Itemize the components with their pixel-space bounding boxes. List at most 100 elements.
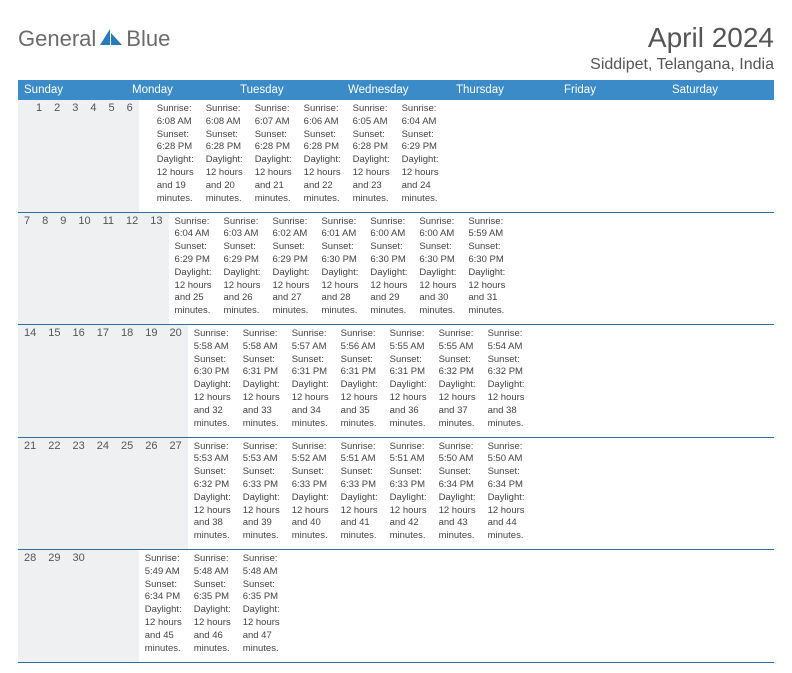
daylight-text: Daylight: 12 hours and 43 minutes. xyxy=(439,492,476,543)
detail-row: Sunrise: 6:08 AMSunset: 6:28 PMDaylight:… xyxy=(139,100,445,212)
day-number: 18 xyxy=(115,325,139,437)
day-number xyxy=(115,550,127,662)
day-number: 21 xyxy=(18,438,42,550)
day-detail: Sunrise: 6:06 AMSunset: 6:28 PMDaylight:… xyxy=(298,100,347,212)
logo-sail-icon xyxy=(100,29,122,50)
sunset-text: Sunset: 6:31 PM xyxy=(341,354,378,380)
day-number: 15 xyxy=(42,325,66,437)
sunrise-text: Sunrise: 6:06 AM xyxy=(304,103,341,129)
day-number: 3 xyxy=(66,100,84,212)
daylight-text: Daylight: 12 hours and 39 minutes. xyxy=(243,492,280,543)
sunset-text: Sunset: 6:35 PM xyxy=(194,579,231,605)
detail-row: Sunrise: 5:53 AMSunset: 6:32 PMDaylight:… xyxy=(188,438,531,550)
sunrise-text: Sunrise: 6:01 AM xyxy=(321,216,358,242)
day-number: 23 xyxy=(67,438,91,550)
sunset-text: Sunset: 6:29 PM xyxy=(402,129,439,155)
daylight-text: Daylight: 12 hours and 23 minutes. xyxy=(353,154,390,205)
sunset-text: Sunset: 6:32 PM xyxy=(488,354,525,380)
day-detail xyxy=(322,550,334,662)
detail-row: Sunrise: 6:04 AMSunset: 6:29 PMDaylight:… xyxy=(169,213,512,325)
sunset-text: Sunset: 6:29 PM xyxy=(272,241,309,267)
day-detail: Sunrise: 5:55 AMSunset: 6:31 PMDaylight:… xyxy=(384,325,433,437)
day-detail: Sunrise: 5:50 AMSunset: 6:34 PMDaylight:… xyxy=(482,438,531,550)
day-detail: Sunrise: 5:48 AMSunset: 6:35 PMDaylight:… xyxy=(188,550,237,662)
sunset-text: Sunset: 6:29 PM xyxy=(224,241,261,267)
sunset-text: Sunset: 6:34 PM xyxy=(488,466,525,492)
daylight-text: Daylight: 12 hours and 27 minutes. xyxy=(272,267,309,318)
day-detail xyxy=(298,550,310,662)
week-row: 14151617181920Sunrise: 5:58 AMSunset: 6:… xyxy=(18,325,774,438)
daynum-row: 21222324252627 xyxy=(18,438,188,550)
location-label: Siddipet, Telangana, India xyxy=(590,56,774,74)
sunset-text: Sunset: 6:28 PM xyxy=(206,129,243,155)
daylight-text: Daylight: 12 hours and 21 minutes. xyxy=(255,154,292,205)
day-detail: Sunrise: 5:59 AMSunset: 6:30 PMDaylight:… xyxy=(462,213,511,325)
day-detail xyxy=(310,550,322,662)
day-number: 6 xyxy=(121,100,139,212)
detail-row: Sunrise: 5:49 AMSunset: 6:34 PMDaylight:… xyxy=(139,550,334,662)
daynum-row: 14151617181920 xyxy=(18,325,188,437)
day-detail: Sunrise: 6:08 AMSunset: 6:28 PMDaylight:… xyxy=(200,100,249,212)
day-number: 1 xyxy=(30,100,48,212)
sunrise-text: Sunrise: 5:56 AM xyxy=(341,328,378,354)
day-number: 26 xyxy=(139,438,163,550)
sunset-text: Sunset: 6:29 PM xyxy=(175,241,212,267)
day-number: 24 xyxy=(91,438,115,550)
day-number: 28 xyxy=(18,550,42,662)
calendar-grid: Sunday Monday Tuesday Wednesday Thursday… xyxy=(18,80,774,663)
weekday-header-row: Sunday Monday Tuesday Wednesday Thursday… xyxy=(18,80,774,100)
day-number: 16 xyxy=(67,325,91,437)
sunrise-text: Sunrise: 5:59 AM xyxy=(468,216,505,242)
calendar-page: General Blue April 2024 Siddipet, Telang… xyxy=(0,0,792,673)
day-detail: Sunrise: 6:04 AMSunset: 6:29 PMDaylight:… xyxy=(169,213,218,325)
day-number xyxy=(127,550,139,662)
day-detail: Sunrise: 5:54 AMSunset: 6:32 PMDaylight:… xyxy=(482,325,531,437)
day-number: 17 xyxy=(91,325,115,437)
daylight-text: Daylight: 12 hours and 19 minutes. xyxy=(157,154,194,205)
week-row: 78910111213Sunrise: 6:04 AMSunset: 6:29 … xyxy=(18,213,774,326)
title-block: April 2024 Siddipet, Telangana, India xyxy=(590,22,774,74)
daylight-text: Daylight: 12 hours and 38 minutes. xyxy=(488,379,525,430)
daylight-text: Daylight: 12 hours and 22 minutes. xyxy=(304,154,341,205)
day-detail: Sunrise: 5:51 AMSunset: 6:33 PMDaylight:… xyxy=(384,438,433,550)
day-number xyxy=(91,550,103,662)
sunset-text: Sunset: 6:33 PM xyxy=(341,466,378,492)
sunset-text: Sunset: 6:30 PM xyxy=(370,241,407,267)
day-detail: Sunrise: 5:51 AMSunset: 6:33 PMDaylight:… xyxy=(335,438,384,550)
day-detail: Sunrise: 6:00 AMSunset: 6:30 PMDaylight:… xyxy=(364,213,413,325)
day-detail: Sunrise: 5:50 AMSunset: 6:34 PMDaylight:… xyxy=(433,438,482,550)
weekday-header: Wednesday xyxy=(342,80,450,100)
day-detail: Sunrise: 5:48 AMSunset: 6:35 PMDaylight:… xyxy=(237,550,286,662)
day-detail: Sunrise: 5:58 AMSunset: 6:31 PMDaylight:… xyxy=(237,325,286,437)
daylight-text: Daylight: 12 hours and 31 minutes. xyxy=(468,267,505,318)
daylight-text: Daylight: 12 hours and 32 minutes. xyxy=(194,379,231,430)
sunset-text: Sunset: 6:28 PM xyxy=(157,129,194,155)
sunrise-text: Sunrise: 6:04 AM xyxy=(175,216,212,242)
weekday-header: Monday xyxy=(126,80,234,100)
sunset-text: Sunset: 6:28 PM xyxy=(255,129,292,155)
day-detail: Sunrise: 6:07 AMSunset: 6:28 PMDaylight:… xyxy=(249,100,298,212)
day-number: 27 xyxy=(164,438,188,550)
week-row: 282930Sunrise: 5:49 AMSunset: 6:34 PMDay… xyxy=(18,550,774,663)
sunrise-text: Sunrise: 6:00 AM xyxy=(419,216,456,242)
sunset-text: Sunset: 6:28 PM xyxy=(304,129,341,155)
daylight-text: Daylight: 12 hours and 41 minutes. xyxy=(341,492,378,543)
sunset-text: Sunset: 6:28 PM xyxy=(353,129,390,155)
day-number: 5 xyxy=(103,100,121,212)
sunset-text: Sunset: 6:31 PM xyxy=(292,354,329,380)
daylight-text: Daylight: 12 hours and 42 minutes. xyxy=(390,492,427,543)
day-detail: Sunrise: 5:53 AMSunset: 6:32 PMDaylight:… xyxy=(188,438,237,550)
sunset-text: Sunset: 6:34 PM xyxy=(439,466,476,492)
sunset-text: Sunset: 6:35 PM xyxy=(243,579,280,605)
day-number: 19 xyxy=(139,325,163,437)
day-detail: Sunrise: 5:53 AMSunset: 6:33 PMDaylight:… xyxy=(237,438,286,550)
sunrise-text: Sunrise: 6:08 AM xyxy=(206,103,243,129)
weeks-container: 123456Sunrise: 6:08 AMSunset: 6:28 PMDay… xyxy=(18,100,774,663)
sunset-text: Sunset: 6:31 PM xyxy=(243,354,280,380)
daylight-text: Daylight: 12 hours and 34 minutes. xyxy=(292,379,329,430)
sunset-text: Sunset: 6:30 PM xyxy=(468,241,505,267)
day-number: 13 xyxy=(144,213,168,325)
day-detail: Sunrise: 5:55 AMSunset: 6:32 PMDaylight:… xyxy=(433,325,482,437)
day-detail: Sunrise: 6:05 AMSunset: 6:28 PMDaylight:… xyxy=(347,100,396,212)
sunrise-text: Sunrise: 5:58 AM xyxy=(243,328,280,354)
